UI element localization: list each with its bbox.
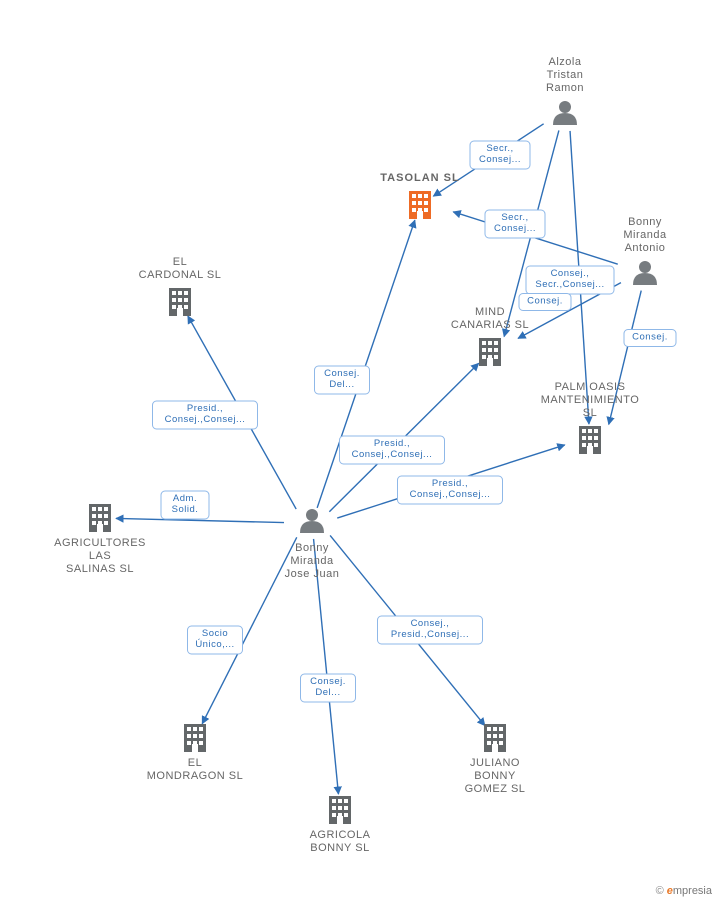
node-tasolan: TASOLAN SL <box>380 172 459 219</box>
edge-label-text: Presid., <box>187 403 223 414</box>
edge-label-text: Adm. <box>173 493 197 504</box>
node-label: EL <box>173 256 187 268</box>
node-label: BONNY <box>474 770 516 782</box>
node-palm: PALM OASISMANTENIMIENTOSL <box>541 381 640 454</box>
node-label: Miranda <box>290 555 334 567</box>
node-label: MONDRAGON SL <box>147 770 243 782</box>
node-label: TASOLAN SL <box>380 172 459 184</box>
edge-label-text: Consej. <box>632 332 668 343</box>
node-cardonal: ELCARDONAL SL <box>139 256 222 316</box>
node-label: AGRICOLA <box>310 829 371 841</box>
node-label: MANTENIMIENTO <box>541 394 640 406</box>
node-agri_bonny: AGRICOLABONNY SL <box>310 796 371 854</box>
edge-label-text: Consej. <box>527 296 563 307</box>
node-bonny_ant: BonnyMirandaAntonio <box>623 216 667 285</box>
edge-label-text: Consej.,Consej... <box>165 414 246 425</box>
edge-label-text: Consej. <box>324 368 360 379</box>
node-label: CARDONAL SL <box>139 269 222 281</box>
node-label: Alzola <box>549 56 582 68</box>
node-label: PALM OASIS <box>555 381 626 393</box>
node-label: BONNY SL <box>310 842 369 854</box>
edge-label-text: Secr.,Consej... <box>535 279 604 290</box>
edge-label-text: Consej... <box>479 154 521 165</box>
node-label: Antonio <box>625 242 666 254</box>
node-mondragon: ELMONDRAGON SL <box>147 724 243 782</box>
edge-label-text: Secr., <box>501 212 528 223</box>
edge-label-text: Consej., <box>551 268 590 279</box>
node-label: Miranda <box>623 229 667 241</box>
edge-label-text: Único,... <box>195 639 234 650</box>
node-mind: MINDCANARIAS SL <box>451 306 529 366</box>
node-label: JULIANO <box>470 757 520 769</box>
node-label: SL <box>583 407 597 419</box>
node-alzola: AlzolaTristanRamon <box>546 56 584 125</box>
edge-label-text: Consej.,Consej... <box>410 489 491 500</box>
node-label: AGRICULTORES <box>54 537 146 549</box>
node-label: MIND <box>475 306 505 318</box>
node-label: SALINAS SL <box>66 563 134 575</box>
edge-label-text: Secr., <box>486 143 513 154</box>
edge-label-text: Consej.,Consej... <box>352 449 433 460</box>
edge-label-text: Presid., <box>374 438 410 449</box>
edge-label-text: Del... <box>329 379 354 390</box>
edge-label-text: Consej. <box>310 676 346 687</box>
node-agri_salinas: AGRICULTORESLASSALINAS SL <box>54 504 146 575</box>
edge <box>317 220 415 508</box>
edge-label-text: Del... <box>315 687 340 698</box>
node-label: Jose Juan <box>285 568 340 580</box>
node-label: Tristan <box>547 69 584 81</box>
network-diagram: Secr.,Consej...Consej.,Secr.,Consej...Se… <box>0 0 728 905</box>
edge-label-text: Solid. <box>172 504 199 515</box>
node-label: Bonny <box>628 216 662 228</box>
copyright-symbol: © <box>656 885 664 897</box>
node-label: Bonny <box>295 542 329 554</box>
node-juliano: JULIANOBONNYGOMEZ SL <box>465 724 526 795</box>
footer-credit: © empresia <box>656 885 712 897</box>
edge-label-text: Presid.,Consej... <box>391 629 469 640</box>
edge-label-text: Socio <box>202 628 228 639</box>
node-label: LAS <box>89 550 111 562</box>
edge-label-text: Consej., <box>411 618 450 629</box>
node-label: CANARIAS SL <box>451 319 529 331</box>
edge-label-text: Consej... <box>494 223 536 234</box>
node-label: EL <box>188 757 202 769</box>
edge-label-text: Presid., <box>432 478 468 489</box>
node-label: Ramon <box>546 82 584 94</box>
node-label: GOMEZ SL <box>465 783 526 795</box>
brand-rest: mpresia <box>673 885 712 897</box>
